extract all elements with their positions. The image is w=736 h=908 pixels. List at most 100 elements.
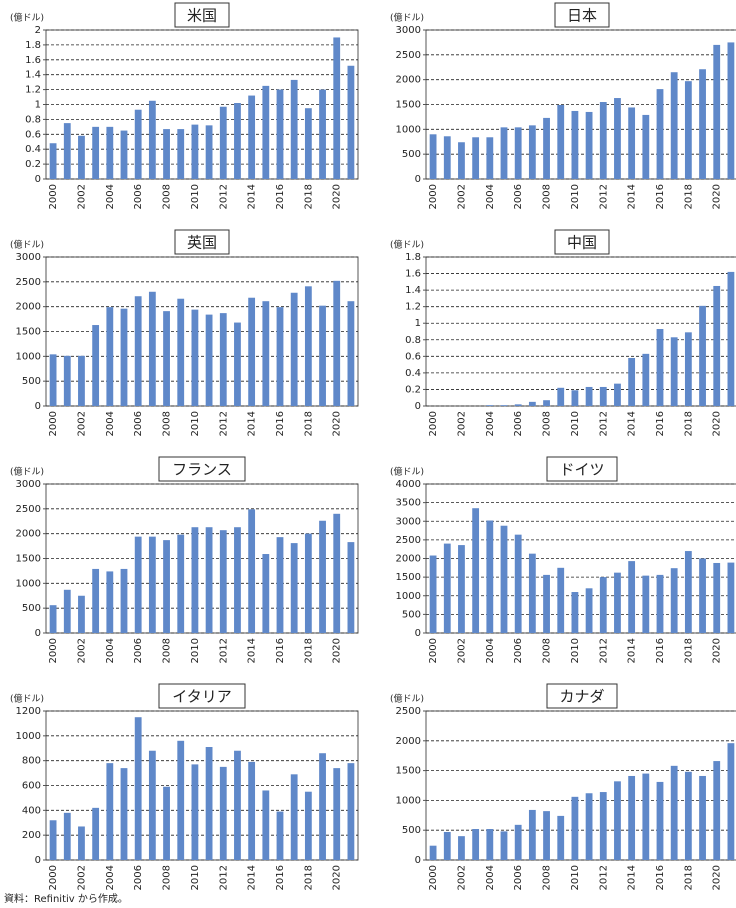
y-axis-unit: (億ドル) [10,12,44,24]
bar [78,355,85,406]
x-tick-label: 2016 [655,184,666,209]
x-tick-label: 2020 [332,184,343,209]
bar [163,129,170,179]
bar [628,561,636,633]
bar [262,554,270,633]
x-tick-label: 2004 [485,411,496,436]
bar [699,305,706,406]
title-box [554,229,610,255]
x-tick-label: 2018 [303,638,314,663]
bar [134,296,142,406]
x-tick-label: 2018 [683,865,694,890]
chart-panel: イタリア (億ドル) 0 200 400 600 800 1000 1200 2000 2002 20… [10,683,359,890]
x-tick-label: 2012 [218,411,229,436]
y-tick-label: 2000 [16,302,41,313]
bar [134,536,142,633]
title-box [546,683,618,709]
bar [528,401,536,406]
x-tick-label: 2006 [513,865,524,890]
bar [500,127,508,179]
bar [205,314,213,406]
bar [486,520,494,633]
bar [486,137,494,179]
x-tick-label: 2008 [542,865,553,890]
title-box [158,683,246,709]
x-tick-label: 2012 [598,638,609,663]
y-axis-unit: (億ドル) [10,466,44,478]
chart-panel: 中国 (億ドル) 0 0.2 0.4 0.6 0.8 1 1.2 1.4 1.6 1.8 2000 200… [390,229,736,436]
bar [443,136,451,179]
y-tick-label: 1.6 [25,55,41,66]
bar [599,386,607,406]
bar [290,543,298,633]
bar [528,553,536,633]
chart-title: フランス [172,461,232,479]
y-tick-label: 600 [22,781,41,792]
bar [585,386,593,406]
bar [628,107,636,179]
x-tick-label: 2012 [598,411,609,436]
x-tick-label: 2006 [133,411,144,436]
x-tick-label: 2012 [598,184,609,209]
x-tick-label: 2000 [48,184,59,209]
y-tick-label: 2000 [396,75,421,86]
bar [429,555,437,633]
x-tick-label: 2020 [712,638,723,663]
bar [713,285,721,406]
x-tick-label: 2000 [428,411,439,436]
y-tick-label: 3000 [396,25,421,36]
x-tick-label: 2004 [485,865,496,890]
bar [642,114,650,179]
x-tick-label: 2004 [105,184,116,209]
y-tick-label: 200 [22,830,41,841]
bar [557,567,565,633]
x-tick-label: 2008 [162,184,173,209]
y-tick-label: 2500 [396,706,421,717]
bar [333,280,341,406]
bar [472,829,480,860]
chart-panel: 英国 (億ドル) 0 500 1000 1500 2000 2500 3000 2000 2002 2… [10,229,359,436]
bar [120,308,128,406]
y-tick-label: 0.6 [25,129,41,140]
bar [163,540,170,633]
x-tick-label: 2014 [247,411,258,436]
y-tick-label: 0 [35,628,41,639]
bar [106,571,114,633]
y-tick-label: 1500 [396,100,421,111]
y-tick-label: 1000 [16,351,41,362]
x-tick-label: 2000 [428,638,439,663]
x-tick-label: 2002 [456,638,467,663]
bar [656,89,664,179]
y-tick-label: 500 [22,603,41,614]
x-tick-label: 2000 [428,865,439,890]
bar [163,786,170,860]
bar [177,129,185,179]
title-box [158,456,246,482]
bar [248,297,256,406]
y-tick-label: 0.6 [405,351,421,362]
bar [92,126,100,179]
bar [234,527,241,633]
bar [205,125,213,179]
y-tick-label: 0.8 [25,114,41,125]
x-tick-label: 2004 [485,638,496,663]
x-tick-label: 2000 [48,411,59,436]
y-tick-label: 2 [35,25,41,36]
chart-panel: フランス (億ドル) 0 500 1000 1500 2000 2500 3000 2000 200… [10,456,359,663]
x-tick-label: 2010 [190,638,201,663]
bar [163,311,170,406]
x-tick-label: 2010 [570,411,581,436]
bar [571,110,579,179]
y-tick-label: 0 [415,855,421,866]
y-tick-label: 0.8 [405,335,421,346]
y-tick-label: 2000 [396,736,421,747]
x-tick-label: 2020 [712,411,723,436]
y-axis-unit: (億ドル) [10,239,44,251]
bar [642,575,650,633]
y-tick-label: 400 [22,805,41,816]
bar [543,811,550,860]
x-tick-label: 2020 [332,865,343,890]
x-tick-label: 2010 [570,865,581,890]
x-tick-label: 2012 [218,184,229,209]
x-tick-label: 2010 [570,184,581,209]
